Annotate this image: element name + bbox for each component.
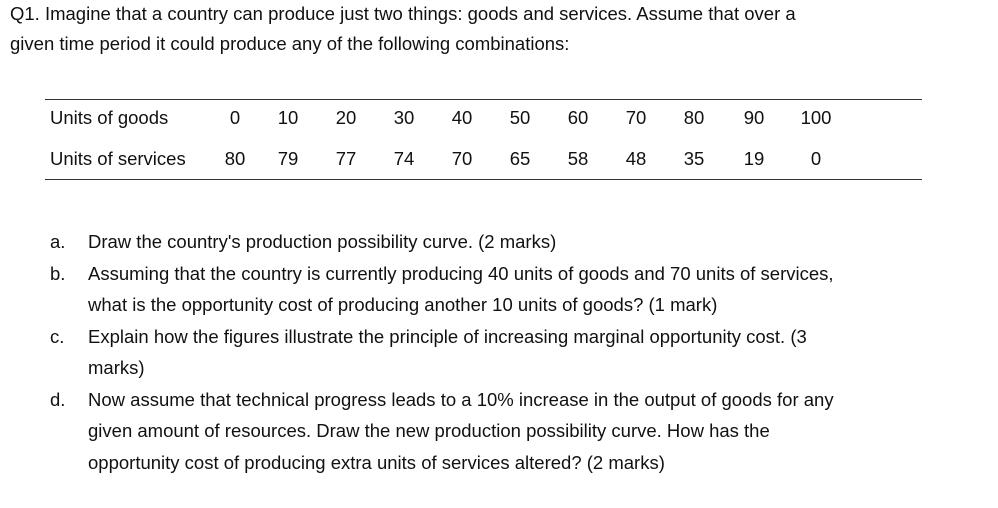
table-cell: 48 xyxy=(625,148,647,169)
table-cell: 74 xyxy=(393,148,415,169)
table-cell: 100 xyxy=(800,107,832,128)
table-cell: 90 xyxy=(743,107,765,128)
table-bottom-rule xyxy=(45,179,922,180)
item-text: Draw the country's production possibilit… xyxy=(88,231,557,252)
question-text: Q1. Imagine that a country can produce j… xyxy=(10,3,796,24)
table-cell: 40 xyxy=(451,107,473,128)
row-header: Units of services xyxy=(50,148,186,169)
table-cell: 20 xyxy=(335,107,357,128)
item-text: given amount of resources. Draw the new … xyxy=(88,420,770,441)
row-header: Units of goods xyxy=(50,107,169,128)
table-cell: 50 xyxy=(509,107,531,128)
table-cell: 80 xyxy=(683,107,705,128)
table-cell: 80 xyxy=(224,148,246,169)
table-cell: 19 xyxy=(743,148,765,169)
table-cell: 65 xyxy=(509,148,531,169)
item-text: Explain how the figures illustrate the p… xyxy=(88,325,807,347)
item-text: marks) xyxy=(88,357,145,378)
table-top-rule xyxy=(45,99,922,100)
table-cell: 0 xyxy=(810,148,822,169)
item-label: a. xyxy=(50,231,66,252)
table-cell: 70 xyxy=(625,107,647,128)
table-cell: 60 xyxy=(567,107,589,128)
table-cell: 10 xyxy=(277,107,299,128)
question-text: given time period it could produce any o… xyxy=(10,33,570,54)
item-label: c. xyxy=(50,325,65,347)
table-cell: 30 xyxy=(393,107,415,128)
item-label: d. xyxy=(50,388,66,410)
item-text: Now assume that technical progress leads… xyxy=(88,388,834,410)
table-cell: 79 xyxy=(277,148,299,169)
item-text: what is the opportunity cost of producin… xyxy=(88,294,718,315)
table-cell: 35 xyxy=(683,148,705,169)
table-cell: 70 xyxy=(451,148,473,169)
table-cell: 58 xyxy=(567,148,589,169)
item-text: opportunity cost of producing extra unit… xyxy=(88,451,665,473)
table-cell: 0 xyxy=(229,107,241,128)
item-label: b. xyxy=(50,262,66,284)
table-cell: 77 xyxy=(335,148,357,169)
item-text: Assuming that the country is currently p… xyxy=(88,262,834,284)
